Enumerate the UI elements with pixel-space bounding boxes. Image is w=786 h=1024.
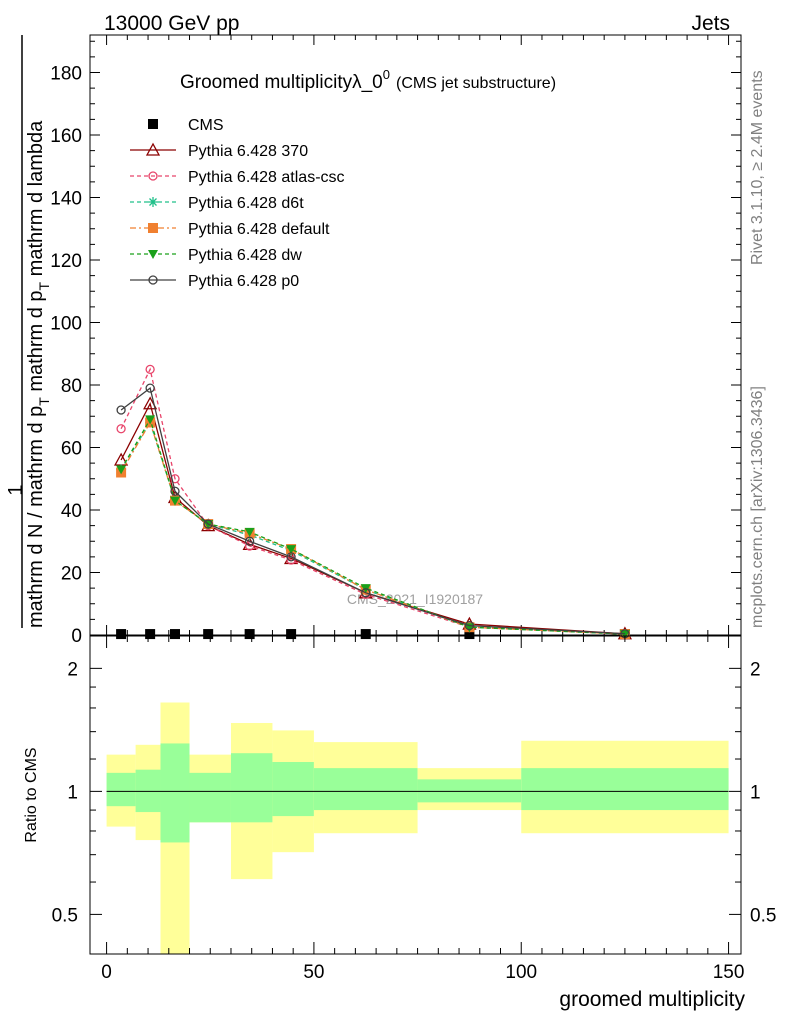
- ratio-inner-band: [417, 779, 522, 803]
- legend-label: Pythia 6.428 default: [188, 221, 330, 238]
- ratio-inner-band: [135, 769, 161, 813]
- legend-marker: [145, 142, 161, 156]
- legend-label: Pythia 6.428 370: [188, 143, 308, 160]
- legend-marker: [148, 171, 158, 181]
- legend-marker: [148, 119, 158, 129]
- main-y-tick-label: 40: [61, 501, 82, 522]
- legend-label: Pythia 6.428 p0: [188, 273, 299, 290]
- ratio-y-tick-label-right: 2: [750, 659, 761, 680]
- title-main: Groomed multiplicity: [180, 72, 353, 93]
- main-y-tick-label: 60: [61, 439, 82, 460]
- data-point: [286, 552, 296, 562]
- ratio-axis-ticks: [90, 636, 741, 954]
- ratio-y-tick-label-left: 1: [67, 782, 78, 803]
- legend-label: Pythia 6.428 dw: [188, 247, 302, 264]
- data-point: [464, 620, 475, 631]
- legend-label: Pythia 6.428 atlas-csc: [188, 169, 345, 186]
- mcplots-label: mcplots.cern.ch [arXiv:1306.3436]: [749, 386, 766, 628]
- ratio-bands: [106, 702, 729, 954]
- ratio-inner-band: [230, 753, 273, 823]
- data-point: [145, 383, 155, 393]
- legend: CMS Pythia 6.428 370 Pythia 6.428 atlas-cs…: [130, 117, 345, 290]
- ratio-inner-band: [160, 743, 190, 843]
- x-tick-label: 100: [505, 962, 537, 983]
- data-point: [170, 629, 181, 640]
- ratio-inner-band: [272, 762, 314, 817]
- data-point: [170, 486, 180, 496]
- series-6: [116, 383, 630, 639]
- data-point: [116, 405, 126, 415]
- main-y-tick-label: 80: [61, 376, 82, 397]
- data-point: [170, 496, 181, 506]
- data-point: [244, 536, 255, 546]
- ratio-y-tick-labels: 0.5 0.5 1 1 2 2: [52, 659, 777, 926]
- x-tick-labels: 0 50 100 150: [101, 962, 744, 983]
- main-y-tick-label: 160: [50, 126, 82, 147]
- title-sup: 0: [383, 67, 390, 82]
- legend-marker: [148, 223, 158, 233]
- main-y-tick-label: 120: [50, 251, 82, 272]
- data-point: [116, 424, 126, 434]
- data-point: [116, 465, 127, 475]
- legend-marker: [148, 197, 158, 207]
- data-point: [619, 630, 630, 640]
- data-point: [286, 555, 296, 565]
- x-tick-label: 50: [303, 962, 324, 983]
- main-y-tick-label: 140: [50, 189, 82, 210]
- legend-label: CMS: [188, 117, 224, 134]
- series-line: [120, 387, 625, 635]
- main-y-axis-label: 1 mathrm d N / mathrm d pT mathrm d pT m…: [5, 35, 52, 628]
- main-series-group: [114, 364, 632, 640]
- header-jets-label: Jets: [691, 12, 730, 35]
- series-2: [116, 364, 630, 639]
- main-y-tick-label: 0: [71, 626, 82, 647]
- data-point: [360, 629, 371, 640]
- legend-marker: [148, 250, 158, 259]
- svg-text:Groomed multiplicityλ_00(CMS j: Groomed multiplicityλ_00 (CMS jet substru…: [180, 67, 556, 93]
- data-point: [116, 629, 127, 640]
- data-point: [203, 519, 213, 529]
- data-point: [244, 629, 255, 640]
- title-symbol: λ_0: [352, 72, 383, 93]
- x-tick-label: 150: [713, 962, 745, 983]
- y-label-denominator-outer: mathrm d N / mathrm d pT mathrm d pT mat…: [25, 120, 52, 628]
- data-point: [145, 415, 156, 425]
- data-point: [203, 629, 214, 640]
- plot-title: Groomed multiplicityλ_00 (CMS jet substru…: [180, 67, 556, 93]
- main-plot-frame: [89, 34, 742, 636]
- x-axis-label: groomed multiplicity: [559, 988, 745, 1011]
- ratio-inner-band: [521, 768, 729, 811]
- data-point: [286, 545, 297, 555]
- data-point: [145, 364, 155, 375]
- data-point: [244, 527, 255, 537]
- rivet-label: Rivet 3.1.10, ≥ 2.4M events: [749, 70, 766, 265]
- ratio-plot-frame: [89, 635, 742, 955]
- main-y-tick-label: 100: [50, 314, 82, 335]
- main-y-tick-label: 20: [61, 564, 82, 585]
- series-line: [120, 367, 625, 635]
- ratio-y-tick-label-left: 0.5: [52, 905, 78, 926]
- legend-marker: [148, 275, 158, 285]
- title-sub: (CMS jet substructure): [396, 75, 556, 92]
- data-point: [170, 474, 180, 484]
- ratio-inner-band: [106, 772, 136, 807]
- main-axis-ticks: [90, 35, 741, 636]
- ratio-y-axis-label: Ratio to CMS: [23, 747, 40, 842]
- y-label-numerator: 1: [5, 484, 27, 495]
- data-point: [145, 629, 156, 640]
- main-y-tick-label: 180: [50, 64, 82, 85]
- header-energy-label: 13000 GeV pp: [104, 12, 239, 35]
- ratio-y-tick-label-right: 0.5: [750, 905, 776, 926]
- ratio-inner-band: [189, 772, 231, 823]
- ratio-y-tick-label-right: 1: [750, 782, 761, 803]
- x-tick-label: 0: [101, 962, 112, 983]
- ratio-inner-band: [313, 768, 418, 811]
- main-y-tick-labels: 0 20 40 60 80 100 120 140 160 180: [50, 64, 82, 648]
- data-point: [361, 588, 371, 598]
- data-point: [286, 629, 297, 640]
- data-point: [464, 629, 475, 640]
- legend-label: Pythia 6.428 d6t: [188, 195, 304, 212]
- ratio-y-tick-label-left: 2: [67, 659, 78, 680]
